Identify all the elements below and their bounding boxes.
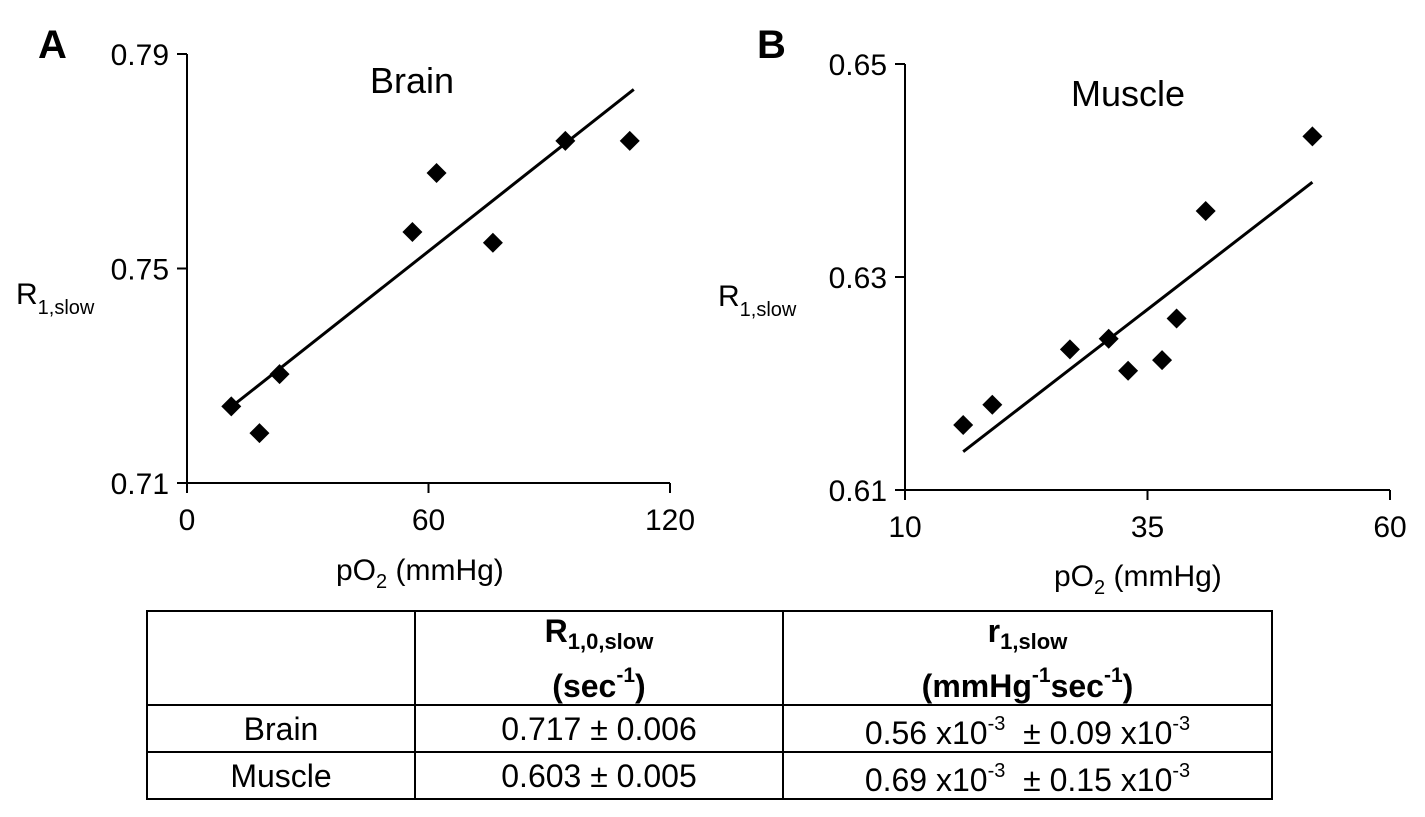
- y-axis-label-b: R1,slow: [718, 280, 797, 321]
- data-point-b: [953, 415, 974, 436]
- data-point-b: [1059, 339, 1080, 360]
- y-tick-label-a: 0.75: [111, 254, 169, 287]
- panel-label-b: B: [757, 23, 786, 67]
- table-header-r1: r1,slow (mmHg-1sec-1): [782, 610, 1273, 706]
- r1-error-exp: -3: [1172, 713, 1191, 735]
- data-point-b: [1166, 308, 1187, 329]
- data-point-a: [269, 364, 290, 385]
- x-label-unit-a: (mmHg): [387, 554, 504, 587]
- r1-main: r: [987, 612, 1001, 649]
- x-tick-label-b: 10: [888, 511, 921, 544]
- r1-value-exp: -3: [987, 760, 1006, 782]
- y-tick-label-b: 0.63: [829, 262, 887, 295]
- r10-unit-open: (sec: [552, 667, 617, 704]
- ticks-a: 0 60 120 0.71 0.75 0.79: [111, 39, 695, 537]
- data-point-b: [1302, 126, 1323, 147]
- table-header-empty: [146, 610, 416, 706]
- table-row: Brain 0.717 ± 0.006 0.56 x10-3 ± 0.09 x1…: [146, 704, 1273, 753]
- data-point-a: [426, 163, 447, 184]
- data-point-a: [402, 222, 423, 243]
- y-axis-label-a: R1,slow: [16, 278, 95, 319]
- y-label-main-b: R: [718, 280, 740, 313]
- table-row: Muscle 0.603 ± 0.005 0.69 x10-3 ± 0.15 x…: [146, 751, 1273, 800]
- r1-sub: 1,slow: [1000, 628, 1068, 654]
- x-label-unit-b: (mmHg): [1105, 560, 1222, 593]
- chart-title-brain: Brain: [370, 60, 454, 101]
- data-point-b: [1152, 350, 1173, 371]
- data-point-a: [555, 130, 576, 151]
- x-tick-label-b: 35: [1131, 511, 1164, 544]
- marks-b: [953, 126, 1323, 453]
- data-point-a: [482, 232, 503, 253]
- data-point-a: [249, 423, 270, 444]
- r1-unit-sup1: -1: [1031, 663, 1051, 687]
- data-point-b: [1098, 328, 1119, 349]
- r1-error-exp: -3: [1172, 760, 1191, 782]
- r1-unit-sup2: -1: [1103, 663, 1123, 687]
- x-label-main-b: pO: [1054, 560, 1094, 593]
- y-label-sub-a: 1,slow: [38, 297, 95, 319]
- table-header-row: R1,0,slow (sec-1) r1,slow (mmHg-1sec-1): [146, 610, 1273, 706]
- y-label-sub-b: 1,slow: [740, 299, 797, 321]
- r10-main: R: [544, 612, 568, 649]
- row-name: Muscle: [146, 751, 416, 800]
- r10-unit-close: ): [635, 667, 646, 704]
- r1-unit-close: ): [1122, 667, 1134, 704]
- data-point-a: [619, 130, 640, 151]
- panel-label-a: A: [38, 23, 67, 67]
- trend-line-b: [962, 181, 1314, 453]
- y-label-main-a: R: [16, 278, 38, 311]
- x-label-sub-b: 2: [1094, 577, 1105, 599]
- x-axis-label-a: pO2 (mmHg): [336, 554, 504, 593]
- y-tick-label-a: 0.79: [111, 39, 169, 72]
- row-name: Brain: [146, 704, 416, 753]
- y-tick-label-b: 0.61: [829, 475, 887, 508]
- r10-unit-sup: -1: [616, 663, 636, 687]
- r1-value: 0.69 x10: [864, 762, 988, 798]
- data-point-a: [221, 396, 242, 417]
- table-header-r10: R1,0,slow (sec-1): [414, 610, 784, 706]
- ticks-b: 10 35 60 0.61 0.63 0.65: [829, 49, 1407, 544]
- r1-error: ± 0.15 x10: [1005, 762, 1173, 798]
- marks-a: [221, 88, 640, 444]
- x-tick-label-a: 0: [179, 504, 196, 537]
- row-r10: 0.717 ± 0.006: [414, 704, 784, 753]
- x-tick-label-a: 60: [412, 504, 445, 537]
- data-point-b: [1118, 360, 1139, 381]
- x-label-main-a: pO: [336, 554, 376, 587]
- row-r1: 0.69 x10-3 ± 0.15 x10-3: [782, 751, 1273, 800]
- row-r1: 0.56 x10-3 ± 0.09 x10-3: [782, 704, 1273, 753]
- parameter-table: R1,0,slow (sec-1) r1,slow (mmHg-1sec-1) …: [146, 610, 1273, 800]
- x-axis-label-b: pO2 (mmHg): [1054, 560, 1222, 599]
- r1-error: ± 0.09 x10: [1005, 715, 1173, 751]
- data-point-b: [982, 394, 1003, 415]
- r1-value: 0.56 x10: [864, 715, 988, 751]
- x-tick-label-a: 120: [645, 504, 695, 537]
- panel-a: A Brain 0 60 120 0.71 0.75 0.79 R1,slow pO2 (…: [16, 23, 695, 593]
- r1-unit-b: sec: [1050, 667, 1104, 704]
- chart-title-muscle: Muscle: [1071, 73, 1185, 114]
- data-point-b: [1195, 200, 1216, 221]
- y-tick-label-b: 0.65: [829, 49, 887, 82]
- trend-line-a: [230, 88, 635, 409]
- y-tick-label-a: 0.71: [111, 468, 169, 501]
- panel-b: B Muscle 10 35 60 0.61 0.63 0.65 R1,slow pO2 …: [718, 23, 1407, 599]
- x-label-sub-a: 2: [376, 571, 387, 593]
- row-r10: 0.603 ± 0.005: [414, 751, 784, 800]
- r1-unit-a: (mmHg: [921, 667, 1032, 704]
- r10-sub: 1,0,slow: [567, 628, 654, 654]
- r1-value-exp: -3: [987, 713, 1006, 735]
- x-tick-label-b: 60: [1373, 511, 1406, 544]
